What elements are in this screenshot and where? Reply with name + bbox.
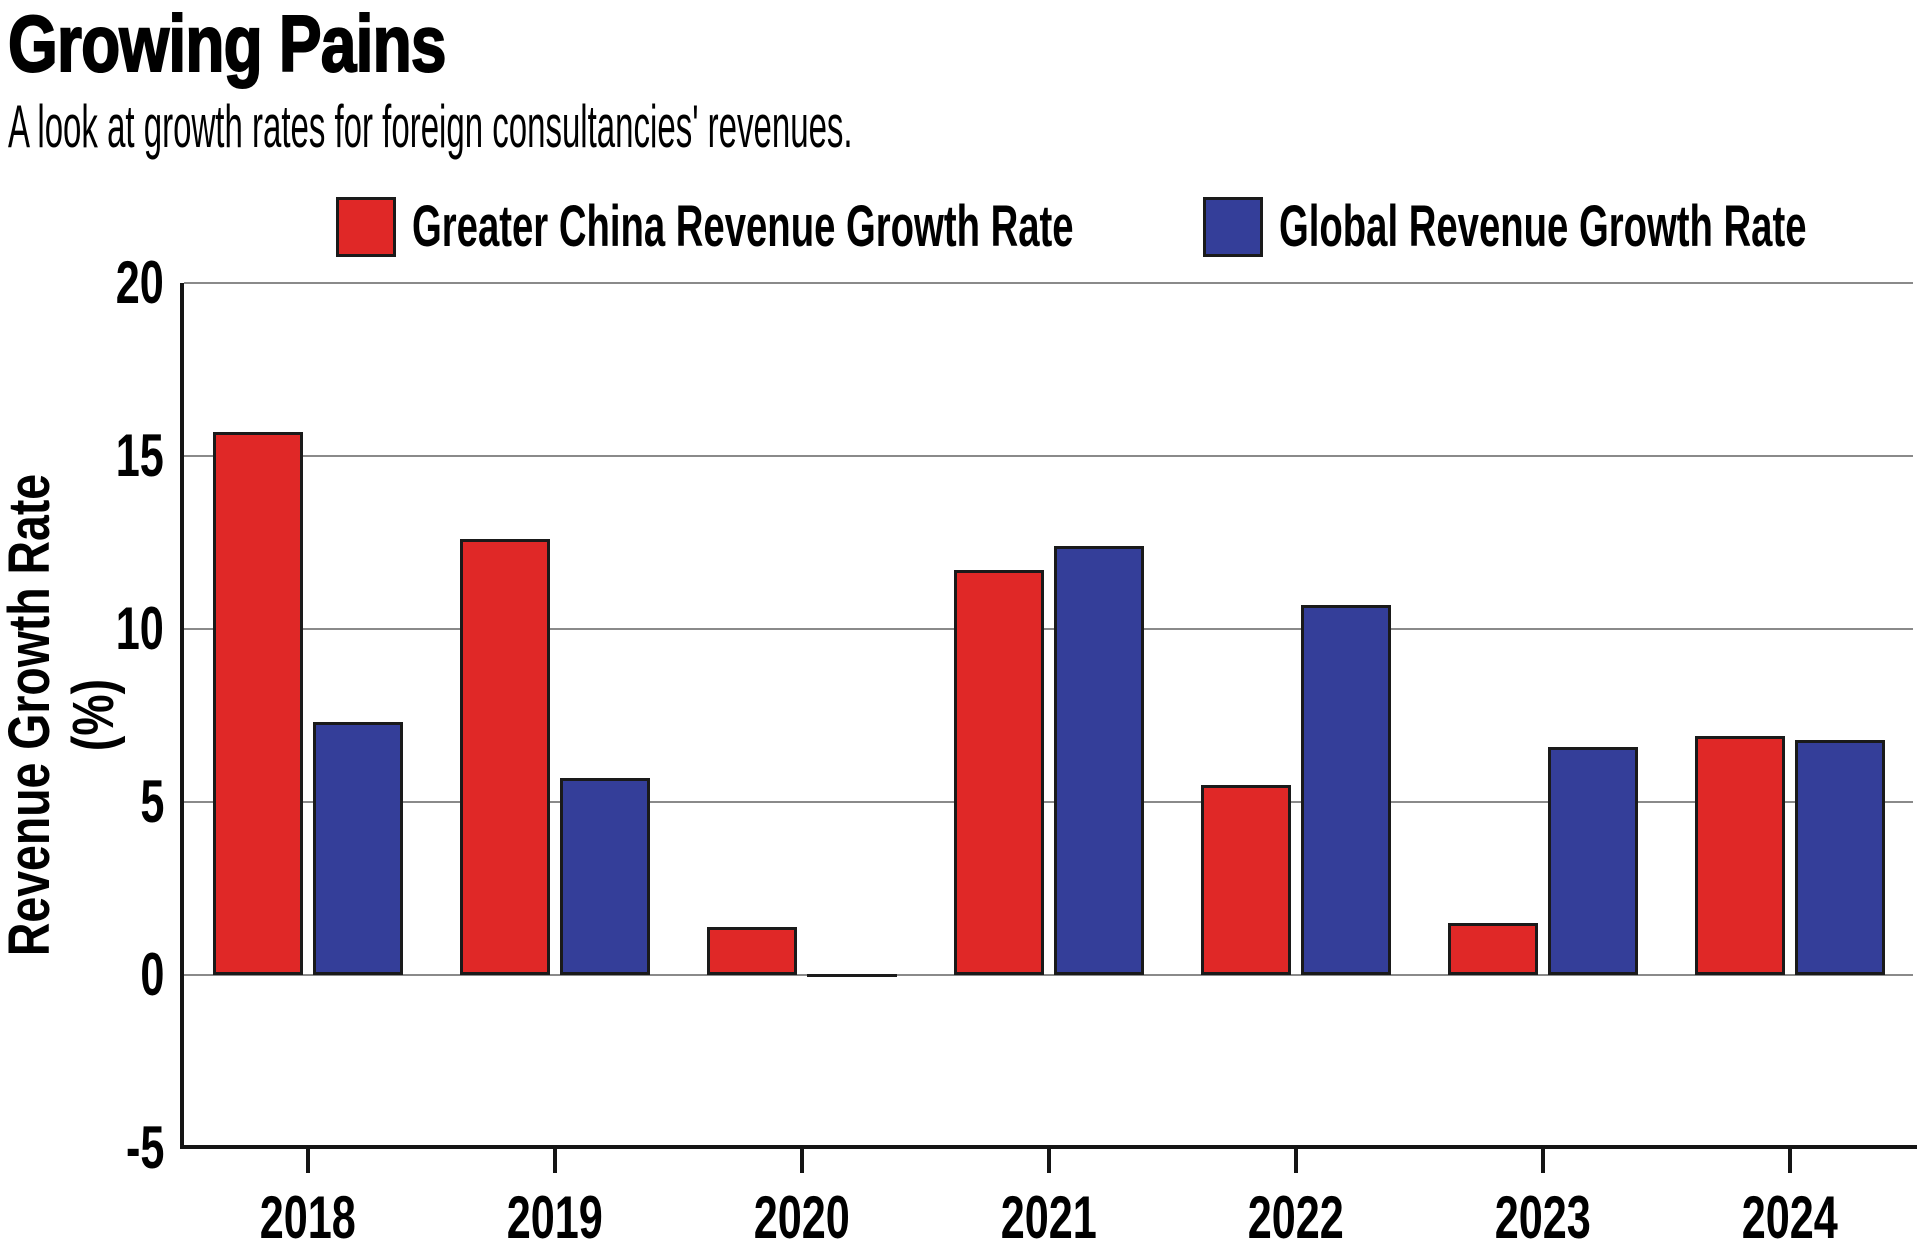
plot-area: Revenue Growth Rate (%) 20 15 10 5 0 -5 2018 20… bbox=[0, 251, 1917, 1250]
gridline-y-15 bbox=[184, 455, 1913, 457]
y-tick-label-10: 10 bbox=[115, 595, 164, 662]
y-axis-title: Revenue Growth Rate (%) bbox=[0, 473, 126, 957]
chart-title: Growing Pains bbox=[7, 0, 555, 88]
x-tick-2019 bbox=[552, 1149, 557, 1173]
bar-global-2024 bbox=[1794, 739, 1885, 975]
y-tick-label-20: 20 bbox=[115, 249, 164, 316]
y-tick-label-5: 5 bbox=[139, 768, 164, 835]
bar-greater-china-2019 bbox=[459, 539, 550, 975]
x-tick-2021 bbox=[1046, 1149, 1051, 1173]
legend-label-greater-china: Greater China Revenue Growth Rate bbox=[412, 194, 1074, 259]
bar-greater-china-2020 bbox=[706, 926, 797, 975]
x-tick-label-2019: 2019 bbox=[506, 1184, 603, 1251]
gridline-y-5 bbox=[184, 801, 1913, 803]
x-tick-label-2024: 2024 bbox=[1741, 1184, 1838, 1251]
y-axis-line bbox=[180, 283, 184, 1149]
x-axis-line bbox=[180, 1145, 1917, 1149]
bar-global-2023 bbox=[1547, 746, 1638, 975]
x-tick-label-2020: 2020 bbox=[753, 1184, 850, 1251]
chart-subtitle-text: A look at growth rates for foreign consu… bbox=[8, 93, 853, 160]
y-tick-label--5: -5 bbox=[125, 1114, 164, 1181]
legend-swatch-greater-china bbox=[336, 197, 396, 257]
chart-title-text: Growing Pains bbox=[7, 0, 447, 88]
bar-global-2022 bbox=[1300, 604, 1391, 975]
legend-item-greater-china: Greater China Revenue Growth Rate bbox=[336, 196, 1414, 258]
legend-swatch-global bbox=[1203, 197, 1263, 257]
x-tick-label-2022: 2022 bbox=[1247, 1184, 1344, 1251]
bar-global-2021 bbox=[1053, 545, 1144, 975]
x-tick-label-2018: 2018 bbox=[259, 1184, 356, 1251]
x-tick-2020 bbox=[799, 1149, 804, 1173]
y-tick-label-15: 15 bbox=[115, 422, 164, 489]
x-tick-2024 bbox=[1787, 1149, 1792, 1173]
chart-subtitle: A look at growth rates for foreign consu… bbox=[8, 94, 1544, 160]
x-tick-2022 bbox=[1293, 1149, 1298, 1173]
gridline-y-10 bbox=[184, 628, 1913, 630]
bar-greater-china-2021 bbox=[953, 570, 1044, 975]
y-tick-label-0: 0 bbox=[139, 941, 164, 1008]
bar-global-2019 bbox=[559, 777, 650, 975]
bar-global-2020 bbox=[806, 973, 897, 977]
gridline-y-0 bbox=[184, 974, 1913, 976]
bar-greater-china-2018 bbox=[212, 431, 303, 975]
x-tick-2023 bbox=[1540, 1149, 1545, 1173]
bar-greater-china-2023 bbox=[1447, 923, 1538, 975]
x-tick-label-2021: 2021 bbox=[1000, 1184, 1097, 1251]
bar-greater-china-2024 bbox=[1694, 736, 1785, 975]
gridline-y-20 bbox=[184, 282, 1913, 284]
legend-label-global: Global Revenue Growth Rate bbox=[1279, 194, 1807, 259]
x-tick-label-2023: 2023 bbox=[1494, 1184, 1591, 1251]
legend-item-global: Global Revenue Growth Rate bbox=[1203, 196, 1931, 258]
x-tick-2018 bbox=[305, 1149, 310, 1173]
bar-global-2018 bbox=[312, 722, 403, 975]
bar-greater-china-2022 bbox=[1200, 784, 1291, 975]
